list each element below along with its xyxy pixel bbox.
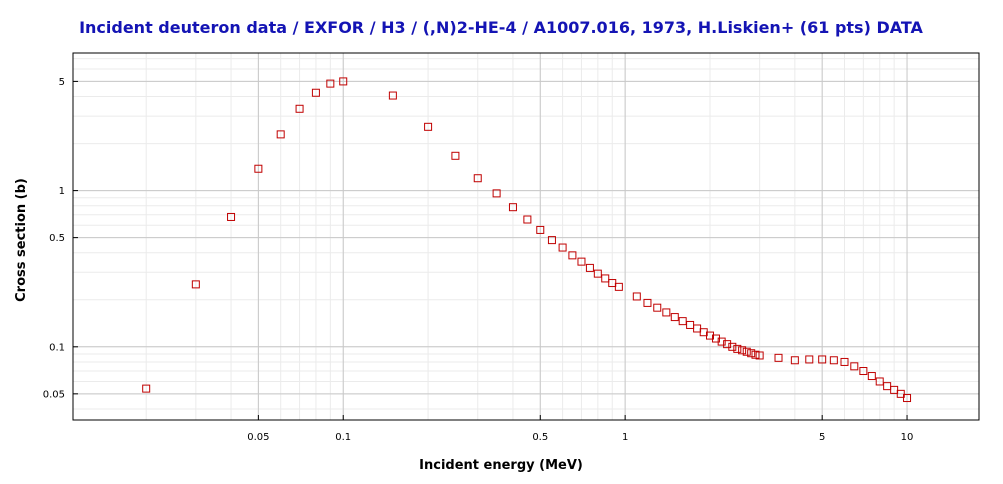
x-tick-label: 0.05 (247, 432, 269, 443)
data-point (424, 122, 433, 131)
y-axis-label: Cross section (b) (14, 178, 29, 302)
data-point (747, 349, 756, 358)
data-point (829, 356, 838, 365)
y-tick-label: 5 (59, 77, 65, 88)
data-point (473, 174, 482, 183)
data-point (254, 164, 263, 173)
y-tick-label: 0.1 (49, 342, 65, 353)
data-point (653, 303, 662, 312)
data-point (508, 203, 517, 212)
data-point (585, 263, 594, 272)
data-point (723, 340, 732, 349)
data-point (670, 313, 679, 322)
data-point (883, 382, 892, 391)
data-point (662, 308, 671, 317)
data-point (742, 347, 751, 356)
data-point (547, 236, 556, 245)
data-point (733, 344, 742, 353)
data-point (693, 324, 702, 333)
data-point (840, 357, 849, 366)
x-tick-label: 0.1 (335, 432, 351, 443)
data-point (774, 353, 783, 362)
data-point (706, 331, 714, 340)
data-point (755, 351, 764, 360)
data-point (568, 251, 577, 260)
data-point (818, 355, 827, 364)
data-point (614, 282, 623, 291)
x-axis-label: Incident energy (MeV) (419, 458, 583, 473)
data-point (850, 362, 859, 371)
chart-title: Incident deuteron data / EXFOR / H3 / (,… (79, 18, 923, 37)
data-point (601, 274, 610, 283)
data-point (678, 317, 687, 326)
axis-ticks: 0.05 0.1 0.5 1 5 10 0.05 0.1 0.5 1 5 (43, 77, 914, 443)
x-tick-label: 5 (819, 432, 825, 443)
data-point (903, 394, 912, 403)
data-point (805, 355, 814, 364)
data-point (686, 320, 695, 329)
x-tick-label: 1 (622, 432, 628, 443)
data-point (738, 346, 747, 355)
data-point (867, 372, 876, 381)
data-point (896, 389, 905, 398)
data-point (790, 356, 799, 365)
data-point (311, 88, 320, 97)
data-point (593, 269, 602, 278)
data-point (451, 151, 460, 160)
x-tick-label: 10 (901, 432, 914, 443)
data-point (875, 377, 884, 386)
data-point (523, 215, 532, 224)
y-tick-label: 0.05 (43, 389, 65, 400)
data-point (717, 337, 726, 346)
data-point (388, 91, 397, 100)
x-tick-label: 0.5 (532, 432, 548, 443)
plot-area-frame (72, 52, 980, 421)
data-point (643, 298, 652, 307)
data-point (191, 280, 200, 289)
data-points (142, 77, 912, 403)
data-point (859, 367, 868, 376)
data-point (632, 292, 641, 301)
data-point (492, 189, 501, 198)
data-point (577, 257, 586, 266)
data-point (326, 79, 335, 88)
data-point (276, 130, 285, 139)
data-point (751, 350, 760, 359)
y-tick-label: 0.5 (49, 233, 65, 244)
data-point (339, 77, 348, 86)
data-point (295, 104, 304, 113)
data-point (142, 384, 151, 393)
data-point (227, 212, 236, 221)
data-point (728, 342, 737, 351)
y-tick-label: 1 (59, 186, 65, 197)
data-point (536, 225, 545, 234)
data-point (558, 243, 567, 252)
